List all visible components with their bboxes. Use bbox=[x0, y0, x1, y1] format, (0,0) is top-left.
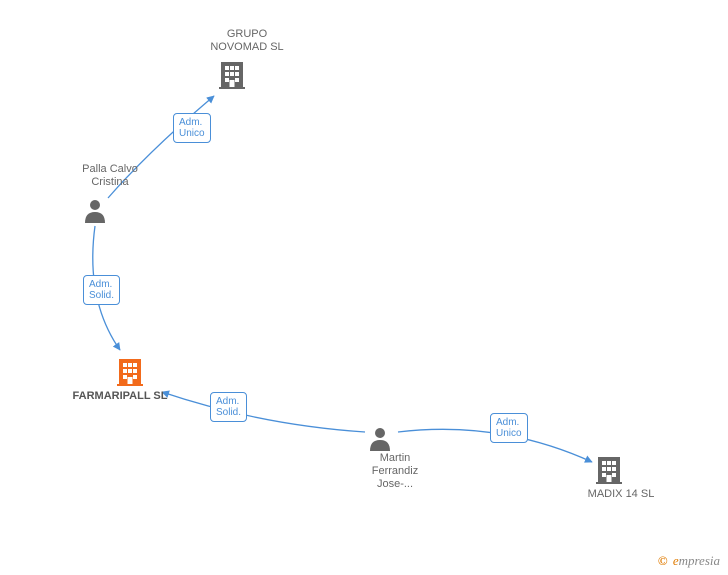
edge-label-e3: Adm. Solid. bbox=[210, 392, 247, 422]
node-label-palla_calvo_cristina: Palla Calvo Cristina bbox=[70, 163, 150, 189]
node-label-madix14: MADIX 14 SL bbox=[581, 488, 661, 501]
edge-label-e1: Adm. Unico bbox=[173, 113, 211, 143]
building-icon bbox=[594, 455, 624, 485]
building-icon bbox=[217, 60, 247, 90]
node-label-martin_ferrandiz: Martin Ferrandiz Jose-... bbox=[360, 452, 430, 491]
node-label-farmaripall: FARMARIPALL SL bbox=[60, 390, 180, 403]
node-label-grupo_novomad: GRUPO NOVOMAD SL bbox=[202, 28, 292, 54]
person-icon bbox=[367, 425, 393, 451]
edge-e3 bbox=[162, 392, 365, 432]
copyright-symbol: © bbox=[658, 553, 668, 568]
edge-label-e4: Adm. Unico bbox=[490, 413, 528, 443]
building-icon bbox=[115, 357, 145, 387]
person-icon bbox=[82, 197, 108, 223]
edge-label-e2: Adm. Solid. bbox=[83, 275, 120, 305]
brand-rest: mpresia bbox=[679, 553, 720, 568]
attribution: © empresia bbox=[658, 553, 720, 569]
